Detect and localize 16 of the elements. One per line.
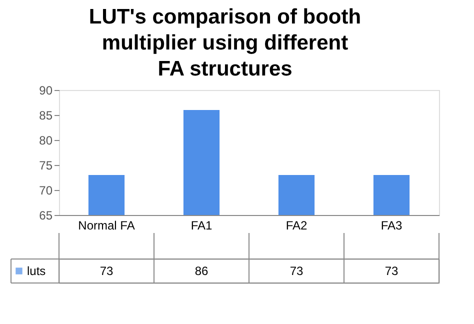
x-tick-label: FA3 [380,218,402,232]
y-tick-label: 70 [39,184,53,198]
data-label: 73 [100,264,114,278]
chart-title: LUT's comparison of booth multiplier using different FA structures [88,6,362,80]
legend-label: luts [27,264,46,278]
y-tick-label: 90 [39,84,53,98]
data-label: 86 [194,264,208,278]
y-tick-label: 80 [39,134,53,148]
x-tick-label: Normal FA [78,218,135,232]
data-label: 73 [290,264,304,278]
y-tick-label: 75 [39,158,53,172]
x-tick-label: FA1 [190,218,212,232]
x-tick-label: FA2 [286,218,308,232]
y-tick-label: 65 [39,208,53,222]
y-tick-label: 85 [39,108,53,122]
data-label: 73 [384,264,398,278]
